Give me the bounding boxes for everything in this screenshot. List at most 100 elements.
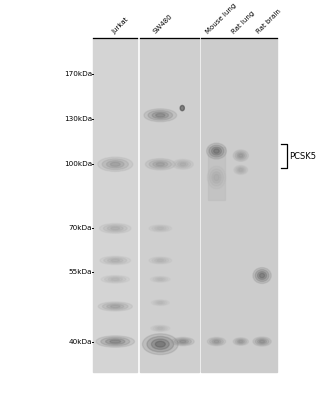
Ellipse shape [211,147,221,155]
Ellipse shape [239,340,243,342]
Text: Mouse lung: Mouse lung [205,2,238,35]
Ellipse shape [157,260,163,262]
Ellipse shape [259,340,265,343]
Ellipse shape [239,169,243,171]
Ellipse shape [210,169,223,186]
Ellipse shape [175,161,191,168]
Text: 70kDa: 70kDa [68,225,92,231]
Ellipse shape [156,163,164,166]
Ellipse shape [235,151,246,160]
Ellipse shape [158,302,163,304]
Ellipse shape [207,337,225,346]
Ellipse shape [258,272,266,280]
Bar [208,147,225,200]
Ellipse shape [149,225,172,232]
Bar [201,38,277,372]
Text: 170kDa: 170kDa [64,71,92,77]
Ellipse shape [148,110,173,120]
Ellipse shape [253,268,271,284]
Ellipse shape [107,226,123,231]
Ellipse shape [214,174,219,181]
Ellipse shape [145,159,175,170]
Ellipse shape [237,153,245,158]
Text: 100kDa: 100kDa [64,161,92,167]
Ellipse shape [212,172,221,183]
Ellipse shape [234,166,248,174]
Ellipse shape [155,341,165,347]
Ellipse shape [153,277,168,282]
Ellipse shape [156,327,165,330]
Ellipse shape [154,300,167,305]
Ellipse shape [158,328,163,329]
Ellipse shape [172,337,194,346]
Ellipse shape [110,340,121,343]
Ellipse shape [110,162,120,166]
Ellipse shape [111,259,120,262]
Ellipse shape [258,339,266,344]
Ellipse shape [214,340,219,343]
Text: PCSK5: PCSK5 [289,152,316,161]
Ellipse shape [259,273,265,278]
Bar [93,38,137,372]
Ellipse shape [180,340,186,343]
Ellipse shape [152,226,169,231]
Ellipse shape [207,143,226,159]
Ellipse shape [106,339,125,344]
Ellipse shape [255,270,269,282]
Ellipse shape [153,162,168,167]
Ellipse shape [157,228,163,229]
Ellipse shape [96,336,135,347]
Ellipse shape [103,225,127,232]
Ellipse shape [178,162,188,167]
Ellipse shape [102,159,128,170]
Text: Rat lung: Rat lung [231,10,256,35]
Ellipse shape [108,278,122,281]
Text: Jurkat: Jurkat [111,16,130,35]
Ellipse shape [237,340,245,344]
Ellipse shape [150,276,170,282]
Text: 40kDa: 40kDa [68,338,92,344]
Ellipse shape [110,305,120,308]
Ellipse shape [209,145,224,157]
Ellipse shape [157,278,163,280]
Ellipse shape [177,340,189,344]
Ellipse shape [152,112,169,118]
Ellipse shape [212,340,221,344]
Ellipse shape [98,157,133,172]
Ellipse shape [214,149,219,153]
Text: 55kDa: 55kDa [68,269,92,275]
Ellipse shape [156,301,165,304]
Ellipse shape [253,337,271,346]
Circle shape [180,106,184,111]
Ellipse shape [237,168,244,172]
Ellipse shape [101,337,130,346]
Ellipse shape [144,109,176,122]
Ellipse shape [111,227,120,230]
Ellipse shape [180,163,186,166]
Bar [140,38,199,372]
Ellipse shape [107,258,123,262]
Ellipse shape [155,227,166,230]
Ellipse shape [149,257,172,264]
Ellipse shape [156,278,165,281]
Ellipse shape [107,304,124,309]
Ellipse shape [255,338,269,345]
Ellipse shape [151,339,169,349]
Ellipse shape [149,160,171,168]
Ellipse shape [147,336,174,352]
Ellipse shape [174,338,191,345]
Text: 130kDa: 130kDa [64,116,92,122]
Ellipse shape [100,224,131,233]
Text: SW480: SW480 [152,13,174,35]
Ellipse shape [151,300,169,306]
Ellipse shape [104,257,127,264]
Ellipse shape [233,150,248,161]
Ellipse shape [142,334,178,354]
Ellipse shape [239,154,243,157]
Ellipse shape [210,338,223,345]
Ellipse shape [236,166,246,173]
Ellipse shape [235,339,246,344]
Ellipse shape [105,276,126,282]
Ellipse shape [156,114,165,117]
Ellipse shape [107,161,124,168]
